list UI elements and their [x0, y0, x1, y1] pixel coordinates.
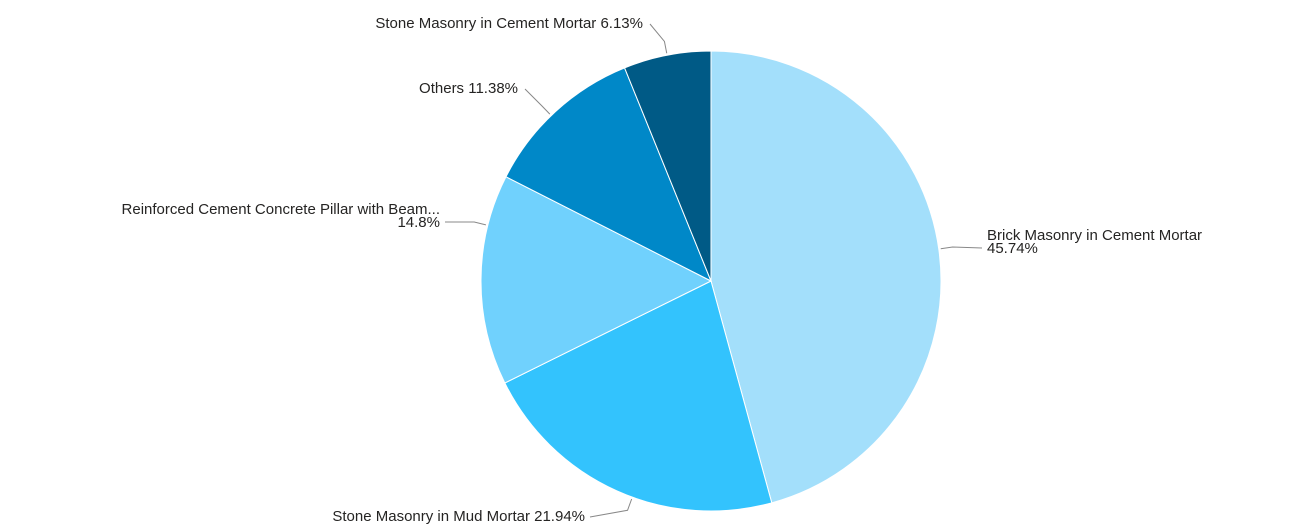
data-label-value: 6.13%	[600, 15, 643, 32]
data-label-name: Others	[419, 80, 464, 97]
data-label-name: Brick Masonry in Cement Mortar	[987, 227, 1202, 244]
data-label-name: Stone Masonry in Mud Mortar	[332, 508, 530, 524]
data-label-value: 21.94%	[534, 508, 585, 524]
leader-line	[940, 246, 983, 250]
data-label: Stone Masonry in Cement Mortar 6.13%	[375, 15, 643, 32]
data-label-name: Stone Masonry in Cement Mortar	[375, 15, 596, 32]
pie-slice	[623, 50, 712, 282]
pie-slice	[505, 67, 712, 283]
leader-line	[524, 88, 551, 115]
leader-line	[649, 23, 668, 54]
pie-slice	[710, 50, 942, 504]
data-label-value: 45.74%	[987, 240, 1038, 257]
pie-slice	[480, 176, 713, 384]
leader-line	[589, 498, 633, 518]
pie-slice	[504, 280, 773, 512]
data-label-name: Reinforced Cement Concrete Pillar with B…	[122, 201, 440, 218]
data-label-value: 14.8%	[397, 214, 440, 231]
data-label: Stone Masonry in Mud Mortar 21.94%	[332, 508, 585, 524]
leader-line	[444, 221, 487, 226]
data-label-value: 11.38%	[468, 80, 518, 97]
data-label: Others 11.38%	[419, 80, 518, 97]
